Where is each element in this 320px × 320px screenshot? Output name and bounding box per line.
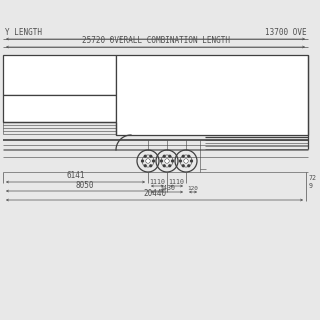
Circle shape [188,155,190,157]
Circle shape [169,155,171,157]
Circle shape [188,165,190,167]
Text: 1430: 1430 [159,185,175,190]
Circle shape [180,160,181,162]
Circle shape [146,158,150,164]
Text: 1110: 1110 [169,179,185,185]
Text: 6141: 6141 [66,172,85,180]
Text: 9: 9 [309,183,313,189]
Circle shape [164,158,170,164]
Text: Y LENGTH: Y LENGTH [5,28,42,37]
Circle shape [182,165,184,167]
Circle shape [191,160,192,162]
Circle shape [184,159,188,163]
Text: 8050: 8050 [76,180,94,189]
Circle shape [144,165,146,167]
Circle shape [172,160,173,162]
Circle shape [144,155,146,157]
Circle shape [163,165,165,167]
Circle shape [165,159,169,163]
Text: 72: 72 [309,174,317,180]
Bar [116,55,308,135]
Circle shape [182,155,184,157]
Circle shape [163,155,165,157]
Circle shape [141,160,143,162]
Text: 120: 120 [188,186,198,190]
Circle shape [183,158,188,164]
Text: 1110: 1110 [149,179,165,185]
Circle shape [150,165,152,167]
Bar [3,55,116,95]
Circle shape [169,165,171,167]
Circle shape [153,160,155,162]
Text: 13700 OVE: 13700 OVE [265,28,307,37]
Circle shape [150,155,152,157]
Circle shape [161,160,163,162]
Bar [3,95,116,122]
Circle shape [146,159,150,163]
Text: 20440: 20440 [143,189,166,198]
Text: 25720 OVERALL COMBINATION LENGTH: 25720 OVERALL COMBINATION LENGTH [82,36,229,45]
